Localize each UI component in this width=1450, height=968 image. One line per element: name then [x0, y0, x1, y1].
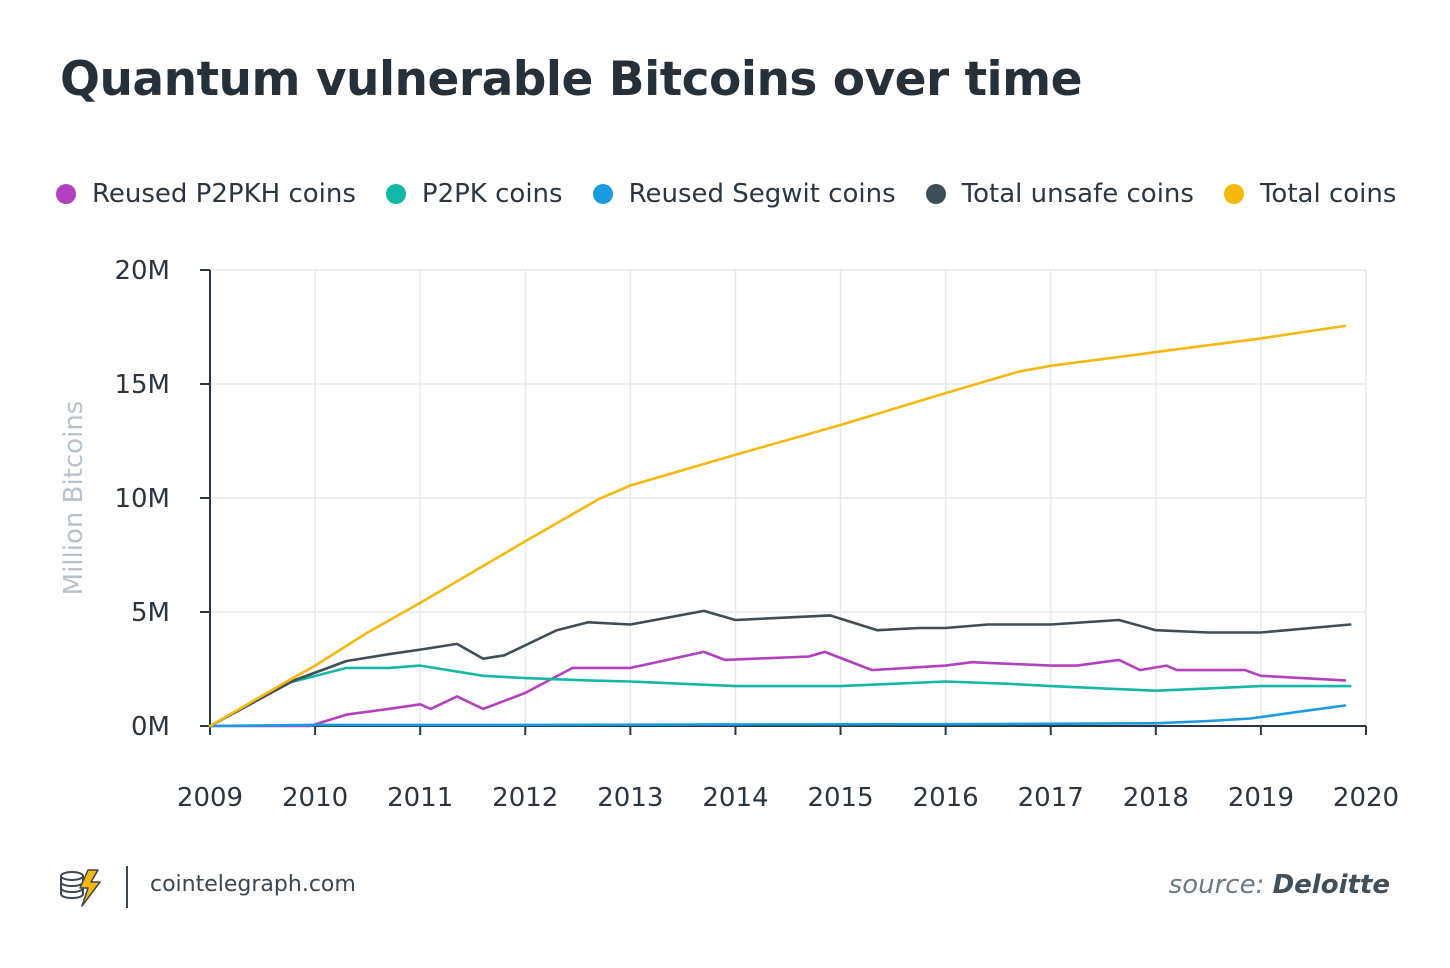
x-tick-label: 2013 [597, 783, 663, 813]
legend-item: Total unsafe coins [925, 179, 1194, 209]
source-label: source: [1168, 870, 1265, 900]
legend-item: Reused P2PKH coins [56, 179, 356, 209]
series-line-total-unsafe-coins [208, 609, 1352, 728]
y-axis-title: Million Bitcoins [59, 401, 89, 596]
axis-labels: 2009 2010 2011 2012 2013 2014 2015 2016 2017 2018… [59, 256, 1399, 813]
y-tick-label: 0M [131, 712, 170, 742]
legend-marker [925, 184, 946, 204]
chart-legend: Reused P2PKH coins P2PK coins Reused Segwi… [56, 176, 1396, 212]
legend-label: Total coins [1259, 179, 1397, 209]
x-tick-label: 2010 [282, 783, 348, 813]
series-line-total-coins [208, 324, 1347, 728]
legend-label: P2PK coins [421, 179, 563, 209]
legend-item: Total coins [1223, 179, 1397, 209]
series-lines [208, 324, 1352, 728]
legend-label: Reused Segwit coins [628, 179, 896, 209]
legend-marker [385, 184, 406, 204]
axes [200, 269, 1367, 735]
x-tick-label: 2019 [1228, 783, 1294, 813]
x-tick-label: 2016 [913, 783, 979, 813]
source-name: Deloitte [1272, 870, 1390, 900]
x-tick-label: 2011 [387, 783, 453, 813]
legend-item: Reused Segwit coins [592, 179, 896, 209]
legend-label: Total unsafe coins [961, 179, 1194, 209]
legend-marker [592, 184, 613, 204]
footer-site-link[interactable]: cointelegraph.com [150, 872, 356, 897]
footer-separator [126, 866, 128, 908]
x-tick-label: 2015 [807, 783, 873, 813]
series-line-reused-segwit-coins [208, 704, 1347, 728]
chart-title: Quantum vulnerable Bitcoins over time [60, 52, 1083, 107]
y-tick-label: 5M [131, 598, 170, 628]
legend-marker [1223, 184, 1244, 204]
legend-item: P2PK coins [385, 179, 563, 209]
x-tick-label: 2017 [1018, 783, 1084, 813]
x-tick-label: 2018 [1123, 783, 1189, 813]
series-line-reused-p2pkh-coins [208, 650, 1347, 728]
legend-label: Reused P2PKH coins [92, 179, 356, 209]
x-tick-label: 2014 [702, 783, 768, 813]
grid-lines [210, 269, 1367, 726]
footer-source: source: Deloitte [1169, 870, 1390, 900]
y-tick-label: 15M [114, 370, 170, 400]
cointelegraph-logo-icon [60, 869, 101, 907]
y-tick-label: 10M [114, 484, 170, 514]
series-line-p2pk-coins [208, 664, 1352, 728]
x-tick-label: 2012 [492, 783, 558, 813]
x-tick-label: 2020 [1333, 783, 1399, 813]
legend-marker [56, 184, 76, 204]
y-tick-label: 20M [114, 256, 170, 286]
x-tick-label: 2009 [177, 783, 243, 813]
